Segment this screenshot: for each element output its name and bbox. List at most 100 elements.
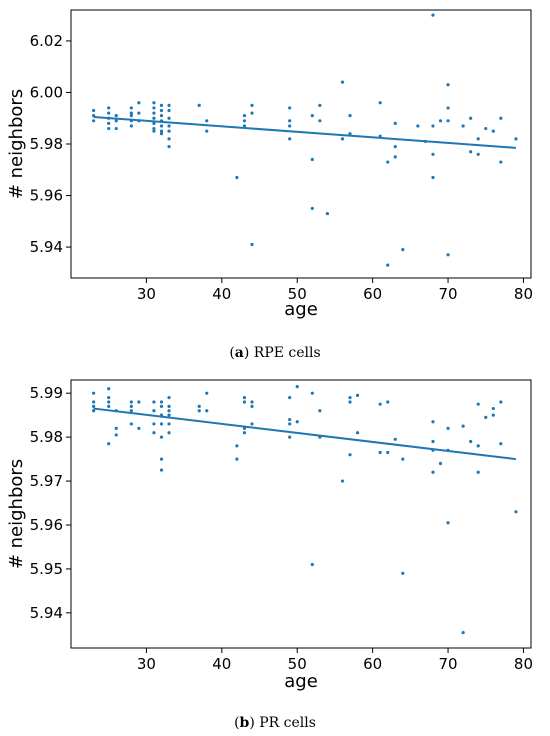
data-point bbox=[152, 400, 156, 404]
data-point bbox=[446, 106, 450, 110]
regression-line bbox=[93, 407, 517, 461]
data-point bbox=[431, 420, 435, 424]
data-point bbox=[431, 124, 435, 128]
data-point bbox=[197, 404, 201, 408]
data-point bbox=[491, 406, 495, 411]
data-point bbox=[325, 211, 329, 216]
y-tick-label: 5.96 bbox=[30, 516, 63, 534]
data-point bbox=[310, 157, 314, 162]
data-point bbox=[114, 126, 118, 131]
data-point bbox=[159, 124, 164, 128]
data-point bbox=[92, 404, 96, 408]
data-point bbox=[476, 470, 480, 474]
data-point bbox=[167, 404, 171, 408]
y-tick-label: 5.95 bbox=[30, 560, 63, 578]
data-point bbox=[310, 562, 314, 567]
data-point bbox=[159, 404, 164, 408]
data-point bbox=[514, 137, 518, 141]
data-point bbox=[152, 422, 156, 426]
x-axis-label-a: age bbox=[284, 299, 318, 320]
data-point bbox=[348, 132, 352, 136]
data-point bbox=[129, 106, 133, 110]
data-point bbox=[250, 242, 254, 247]
data-point bbox=[107, 126, 111, 131]
data-point bbox=[446, 119, 450, 123]
scatter-points-b bbox=[92, 384, 518, 635]
data-point bbox=[92, 119, 96, 123]
data-point bbox=[401, 248, 405, 252]
data-point bbox=[378, 450, 382, 455]
data-point bbox=[393, 437, 397, 441]
data-point bbox=[250, 400, 254, 404]
data-point bbox=[167, 137, 171, 141]
data-point bbox=[431, 175, 435, 180]
data-point bbox=[431, 13, 435, 17]
data-point bbox=[340, 80, 345, 84]
x-tick-label: 70 bbox=[439, 655, 458, 673]
data-point bbox=[152, 409, 156, 413]
data-point bbox=[491, 413, 495, 417]
data-point bbox=[461, 124, 465, 128]
data-point bbox=[129, 409, 133, 413]
data-point bbox=[107, 121, 111, 125]
data-point bbox=[137, 101, 141, 105]
data-point bbox=[137, 400, 141, 404]
data-point bbox=[288, 395, 292, 400]
data-point bbox=[355, 431, 360, 435]
x-tick-label: 80 bbox=[514, 655, 533, 673]
y-tick-label: 5.96 bbox=[30, 187, 63, 205]
data-point bbox=[152, 101, 156, 105]
x-tick-label: 60 bbox=[363, 285, 382, 303]
data-point bbox=[348, 395, 352, 400]
data-point bbox=[107, 400, 111, 404]
y-tick-label: 5.94 bbox=[30, 238, 63, 256]
data-point bbox=[92, 409, 96, 413]
data-point bbox=[476, 152, 480, 156]
data-point bbox=[129, 400, 133, 404]
data-point bbox=[167, 409, 171, 413]
data-point bbox=[250, 111, 254, 115]
data-point bbox=[167, 431, 171, 435]
data-point bbox=[431, 152, 435, 156]
data-point bbox=[167, 413, 171, 417]
data-point bbox=[288, 422, 292, 426]
data-point bbox=[318, 409, 322, 413]
plot-frame-b bbox=[70, 379, 532, 649]
data-point bbox=[288, 137, 292, 141]
data-point bbox=[107, 106, 111, 110]
data-point bbox=[107, 404, 111, 408]
data-point bbox=[393, 121, 397, 125]
data-point bbox=[92, 108, 96, 113]
data-point bbox=[348, 400, 352, 404]
data-point bbox=[288, 435, 292, 439]
data-point bbox=[159, 103, 164, 107]
data-point bbox=[129, 422, 133, 426]
data-point bbox=[378, 101, 382, 105]
data-point bbox=[355, 393, 360, 397]
data-point bbox=[378, 402, 382, 406]
data-point bbox=[205, 119, 209, 123]
data-point bbox=[348, 453, 352, 457]
data-point bbox=[235, 444, 239, 448]
data-point bbox=[159, 108, 164, 113]
regression-line-b bbox=[93, 407, 517, 461]
data-point bbox=[438, 119, 443, 123]
data-point bbox=[461, 631, 465, 635]
caption-b: (b) PR cells bbox=[234, 715, 316, 731]
x-axis-label-b: age bbox=[284, 671, 318, 692]
data-point bbox=[242, 114, 247, 118]
data-point bbox=[197, 409, 201, 413]
data-point bbox=[167, 108, 171, 113]
x-tick-label: 30 bbox=[137, 285, 156, 303]
data-point bbox=[152, 126, 156, 131]
data-point bbox=[499, 400, 503, 404]
data-point bbox=[167, 124, 171, 128]
data-point bbox=[114, 433, 118, 437]
data-point bbox=[114, 114, 118, 118]
data-point bbox=[461, 424, 465, 428]
data-point bbox=[348, 114, 352, 118]
data-point bbox=[152, 129, 156, 133]
data-point bbox=[476, 137, 480, 141]
data-point bbox=[386, 160, 390, 164]
